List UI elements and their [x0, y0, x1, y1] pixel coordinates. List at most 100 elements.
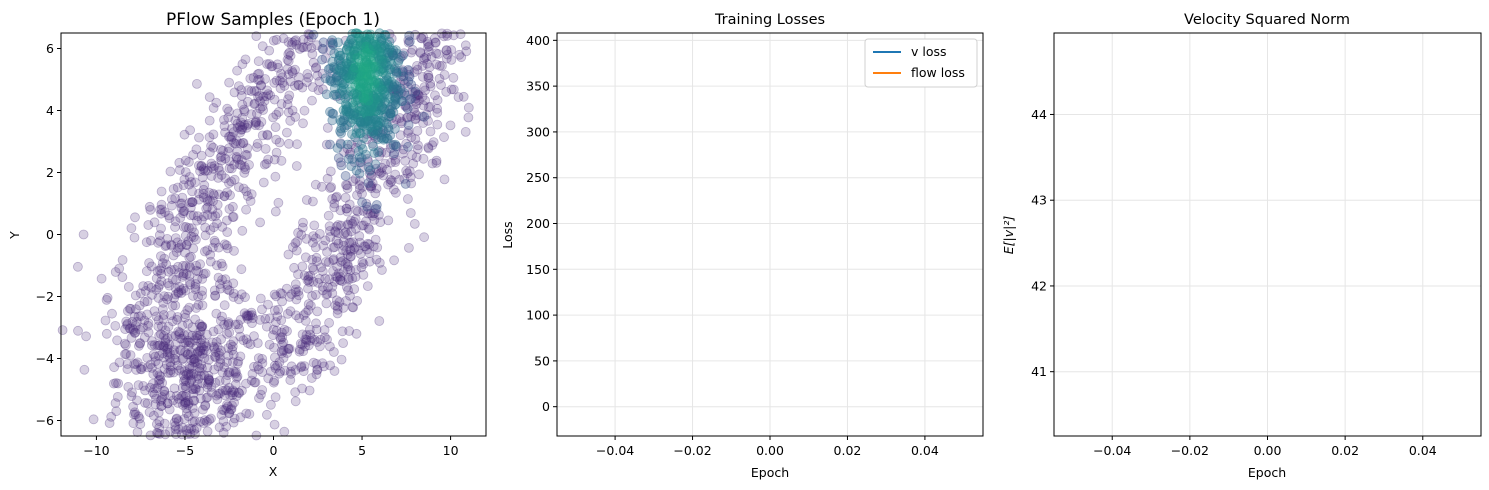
scatter-point	[194, 188, 205, 199]
scatter-point	[139, 296, 150, 307]
scatter-point	[192, 211, 203, 222]
scatter-point	[345, 117, 356, 128]
scatter-point	[161, 259, 172, 270]
scatter-point	[211, 337, 222, 347]
scatter-point	[350, 272, 361, 282]
scatter-point	[158, 340, 169, 351]
scatter-point	[324, 341, 335, 352]
scatter-point	[290, 365, 301, 375]
scatter-point	[329, 242, 340, 253]
scatter-point	[219, 319, 230, 330]
scatter-point	[290, 396, 301, 407]
scatter-point	[431, 48, 442, 59]
scatter-point	[200, 401, 211, 411]
scatter-point	[278, 352, 289, 363]
scatter-point	[196, 321, 207, 332]
scatter-point	[364, 92, 375, 102]
scatter-point	[181, 221, 191, 232]
scatter-point	[194, 319, 205, 330]
scatter-point	[385, 174, 396, 185]
scatter-point	[228, 336, 239, 347]
x-tick-label: −10	[83, 443, 109, 458]
scatter-point	[153, 282, 164, 293]
scatter-point	[133, 340, 144, 351]
scatter-point	[298, 118, 308, 129]
scatter-point	[184, 302, 195, 313]
scatter-point	[165, 357, 176, 368]
scatter-point	[197, 321, 208, 332]
scatter-point	[325, 166, 336, 177]
scatter-point	[344, 149, 355, 160]
scatter-point	[178, 283, 189, 294]
scatter-point	[186, 231, 197, 242]
y-tick-label: 41	[1031, 364, 1047, 379]
scatter-point	[301, 77, 312, 87]
scatter-point	[246, 86, 257, 96]
scatter-point	[423, 142, 434, 153]
scatter-point	[200, 230, 211, 241]
scatter-point	[179, 330, 190, 341]
scatter-point	[110, 320, 121, 331]
scatter-point	[403, 125, 414, 136]
scatter-point	[397, 148, 408, 159]
scatter-point	[185, 125, 196, 136]
scatter-point	[439, 70, 450, 80]
scatter-point	[347, 82, 358, 93]
y-tick-label: −4	[36, 351, 54, 366]
scatter-point	[152, 427, 162, 438]
scatter-point	[370, 188, 381, 199]
scatter-point	[184, 179, 195, 190]
scatter-point	[184, 363, 195, 374]
scatter-point	[193, 194, 204, 205]
scatter-point	[215, 152, 226, 163]
scatter-point	[322, 289, 333, 299]
scatter-point	[268, 112, 279, 123]
scatter-point	[229, 174, 240, 185]
scatter-point	[73, 325, 83, 336]
scatter-point	[178, 376, 189, 387]
scatter-point	[377, 162, 387, 173]
scatter-point	[217, 367, 228, 378]
scatter-point	[289, 36, 300, 46]
scatter-point	[153, 315, 164, 326]
scatter-point	[425, 78, 436, 89]
scatter-point	[232, 65, 243, 76]
scatter-point	[415, 47, 426, 58]
scatter-point	[209, 160, 220, 171]
scatter-point	[355, 61, 366, 72]
scatter-point	[123, 381, 134, 392]
scatter-point	[346, 226, 357, 237]
scatter-point	[343, 261, 353, 272]
scatter-point	[371, 183, 382, 194]
scatter-point	[396, 88, 406, 98]
scatter-point	[412, 64, 423, 75]
scatter-point	[349, 284, 360, 295]
scatter-point	[352, 137, 363, 148]
y-tick-label: 43	[1031, 193, 1047, 208]
scatter-point	[325, 232, 336, 242]
scatter-point	[232, 122, 243, 133]
scatter-point	[252, 138, 263, 149]
scatter-point	[236, 85, 247, 95]
scatter-point	[425, 101, 436, 112]
scatter-point	[241, 186, 252, 197]
scatter-point	[226, 132, 237, 143]
scatter-point	[213, 388, 224, 399]
scatter-point	[340, 35, 351, 46]
scatter-point	[214, 350, 225, 361]
scatter-point	[194, 362, 205, 373]
scatter-point	[372, 31, 383, 42]
scatter-point	[184, 377, 195, 388]
scatter-point	[391, 114, 402, 125]
scatter-point	[388, 150, 399, 161]
scatter-point	[126, 332, 137, 343]
scatter-point	[404, 66, 415, 76]
scatter-point	[303, 274, 314, 285]
scatter-point	[290, 279, 301, 290]
scatter-point	[212, 208, 223, 219]
scatter-point	[410, 113, 421, 124]
scatter-point	[283, 107, 294, 118]
scatter-point	[133, 380, 144, 391]
scatter-point	[242, 143, 253, 154]
